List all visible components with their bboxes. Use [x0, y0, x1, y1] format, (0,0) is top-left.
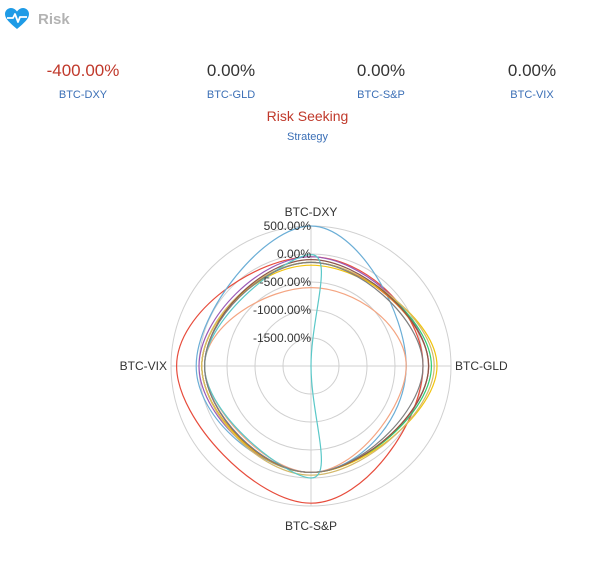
metric-label: BTC-S&P [357, 89, 405, 101]
metric-label: BTC-DXY [58, 89, 108, 101]
metric-value: 0.00% [206, 61, 256, 80]
metric-btc-vix: 0.00% BTC-VIX [467, 60, 597, 101]
strategy-block: Risk Seeking Strategy [0, 108, 615, 143]
series-line [203, 261, 424, 474]
metric-btc-gld: 0.00% BTC-GLD [166, 60, 296, 101]
metric-value: -400.00% [46, 61, 120, 80]
strategy-value: Risk Seeking [266, 108, 349, 124]
metric-btc-sp: 0.00% BTC-S&P [316, 60, 446, 101]
metric-value: 0.00% [356, 61, 406, 80]
series-line [198, 256, 430, 474]
tick-label: 0.00% [277, 247, 311, 261]
tick-label: -500.00% [260, 275, 312, 289]
panel-header: Risk [4, 6, 70, 32]
series-line [201, 261, 435, 476]
metrics-row: -400.00% BTC-DXY 0.00% BTC-GLD 0.00% BTC… [0, 60, 615, 110]
heart-pulse-icon [5, 8, 29, 29]
strategy-label: Strategy [287, 131, 328, 143]
tick-label: -1500.00% [253, 331, 311, 345]
metric-value: 0.00% [507, 61, 557, 80]
metric-label: BTC-VIX [510, 89, 554, 101]
metric-btc-dxy: -400.00% BTC-DXY [18, 60, 148, 101]
series-line [175, 256, 424, 504]
axis-label: BTC-S&P [285, 519, 337, 533]
axis-label: BTC-DXY [285, 205, 338, 219]
tick-label: 500.00% [264, 219, 312, 233]
panel-title: Risk [38, 10, 70, 28]
tick-label: -1000.00% [253, 303, 311, 317]
metric-label: BTC-GLD [206, 89, 256, 101]
series-line [203, 253, 322, 479]
axis-label: BTC-VIX [120, 359, 167, 373]
axis-label: BTC-GLD [455, 359, 508, 373]
